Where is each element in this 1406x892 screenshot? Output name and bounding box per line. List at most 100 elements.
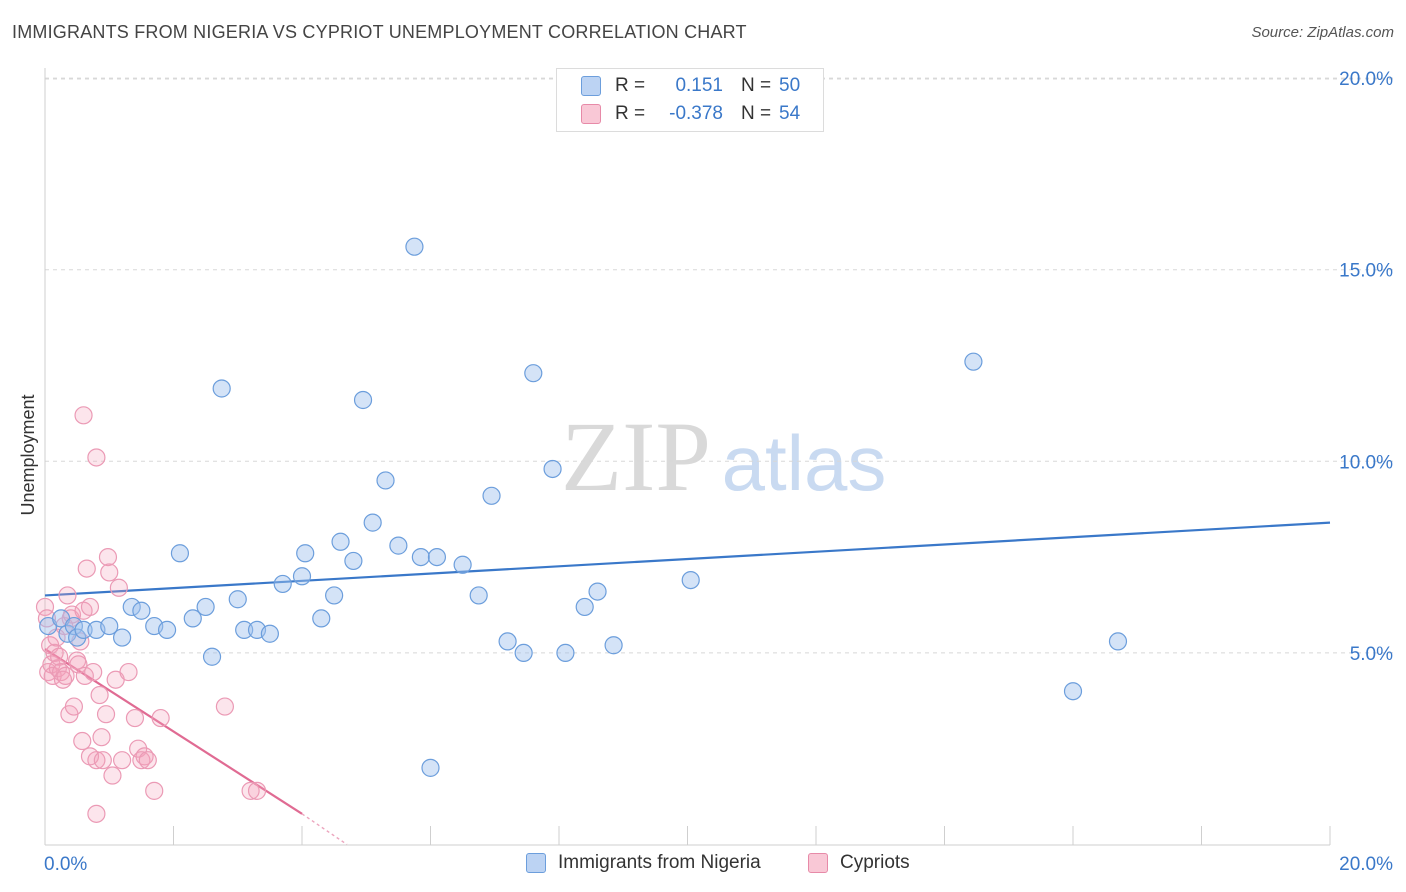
point-cypriots: [112, 751, 132, 770]
point-nigeria: [122, 597, 141, 617]
point-nigeria: [331, 532, 350, 551]
stats-box: R = 0.151 N = 50 R = -0.378 N = 54: [556, 68, 824, 132]
point-cypriots: [138, 751, 157, 770]
point-nigeria: [575, 597, 594, 617]
point-cypriots: [64, 697, 84, 716]
point-nigeria: [376, 471, 395, 490]
legend-swatch-cypriots: [808, 853, 828, 873]
point-cypriots: [109, 578, 128, 597]
point-cypriots: [80, 597, 100, 617]
point-nigeria: [157, 620, 177, 640]
point-nigeria: [453, 555, 472, 574]
chart-title: IMMIGRANTS FROM NIGERIA VS CYPRIOT UNEMP…: [12, 22, 747, 42]
point-nigeria: [202, 647, 222, 666]
point-cypriots: [241, 781, 260, 800]
n-label: N =: [741, 75, 772, 96]
point-nigeria: [1063, 682, 1083, 701]
point-cypriots: [84, 662, 103, 682]
point-nigeria: [405, 237, 424, 256]
point-nigeria: [543, 459, 562, 479]
x-tick-label: 0.0%: [44, 854, 87, 875]
point-nigeria: [427, 547, 447, 567]
y-tick-label: 5.0%: [1350, 644, 1393, 665]
point-cypriots: [93, 751, 112, 770]
point-nigeria: [273, 574, 292, 594]
point-cypriots: [90, 685, 109, 705]
stats-swatch-cypriots: [581, 104, 601, 124]
point-nigeria: [498, 632, 517, 651]
point-nigeria: [514, 643, 533, 663]
point-cypriots: [92, 728, 111, 747]
trendline-cypriots: [44, 648, 303, 815]
point-cypriots: [62, 605, 82, 624]
point-cypriots: [145, 781, 164, 800]
watermark: ZIP atlas: [561, 401, 886, 512]
point-cypriots: [58, 586, 77, 605]
point-cypriots: [215, 697, 234, 716]
r-label: R =: [615, 103, 646, 124]
point-cypriots: [73, 731, 92, 751]
point-nigeria: [421, 758, 440, 777]
point-nigeria: [112, 628, 132, 647]
point-nigeria: [212, 379, 231, 398]
point-cypriots: [69, 655, 88, 674]
r-value-nigeria: 0.151: [675, 75, 723, 96]
point-nigeria: [183, 609, 202, 628]
point-nigeria: [170, 544, 190, 563]
legend-item-cypriots[interactable]: Cypriots: [808, 852, 910, 874]
point-nigeria: [196, 597, 215, 617]
point-nigeria: [411, 547, 430, 567]
stats-row-nigeria: R = 0.151 N = 50: [581, 73, 800, 99]
y-tick-label: 20.0%: [1339, 69, 1393, 90]
point-cypriots: [56, 666, 75, 685]
point-nigeria: [389, 536, 408, 555]
legend-item-nigeria[interactable]: Immigrants from Nigeria: [526, 852, 761, 874]
point-nigeria: [353, 390, 373, 410]
r-value-cypriots: -0.378: [669, 103, 723, 124]
y-tick-label: 10.0%: [1339, 452, 1393, 473]
source-label: Source: ZipAtlas.com: [1251, 24, 1394, 41]
point-nigeria: [260, 624, 279, 643]
r-label: R =: [615, 75, 646, 96]
y-tick-label: 15.0%: [1339, 261, 1393, 282]
point-cypriots: [98, 547, 118, 567]
stats-swatch-nigeria: [581, 76, 601, 96]
legend-label-nigeria: Immigrants from Nigeria: [558, 852, 761, 873]
point-nigeria: [1108, 632, 1128, 651]
point-nigeria: [556, 643, 575, 663]
point-nigeria: [469, 586, 488, 605]
point-nigeria: [228, 590, 247, 609]
point-nigeria: [325, 586, 344, 605]
point-cypriots: [151, 708, 170, 728]
point-nigeria: [292, 567, 312, 586]
point-nigeria: [235, 620, 254, 640]
point-cypriots: [119, 662, 138, 682]
point-cypriots: [77, 559, 96, 578]
legend-label-cypriots: Cypriots: [840, 852, 910, 873]
point-nigeria: [64, 616, 84, 636]
point-nigeria: [681, 570, 700, 590]
point-cypriots: [103, 766, 122, 785]
point-cypriots: [37, 609, 57, 628]
stats-row-cypriots: R = -0.378 N = 54: [581, 101, 800, 127]
point-cypriots: [50, 647, 69, 666]
point-nigeria: [482, 486, 501, 505]
point-cypriots: [87, 448, 106, 467]
point-cypriots: [35, 597, 55, 617]
point-nigeria: [524, 364, 543, 383]
point-nigeria: [296, 544, 315, 563]
n-value-cypriots: 54: [779, 103, 801, 124]
y-axis-label: Unemployment: [18, 394, 38, 515]
legend-swatch-nigeria: [526, 853, 546, 873]
point-cypriots: [100, 563, 119, 582]
point-cypriots: [96, 705, 116, 724]
trendline-cypriots-extension: [301, 813, 348, 846]
point-nigeria: [604, 636, 623, 655]
watermark-atlas: atlas: [722, 419, 887, 507]
point-cypriots: [87, 804, 106, 823]
x-tick-label: 20.0%: [1339, 854, 1393, 875]
point-nigeria: [312, 609, 331, 628]
point-cypriots: [74, 406, 93, 425]
point-nigeria: [344, 551, 363, 571]
